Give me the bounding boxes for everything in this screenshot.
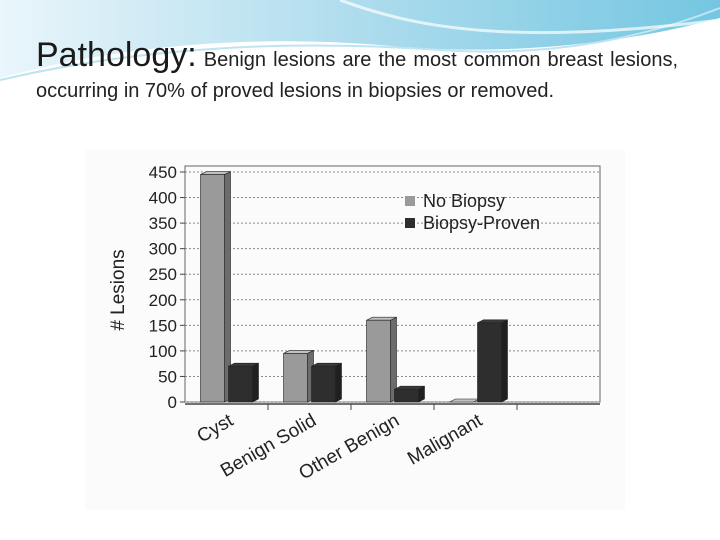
bar <box>200 174 225 403</box>
y-axis-label: # Lesions <box>108 249 129 330</box>
chart-background <box>85 150 625 510</box>
bar <box>283 353 308 403</box>
y-tick-label: 50 <box>158 367 177 386</box>
y-tick-label: 300 <box>149 240 177 259</box>
bar-top <box>366 316 397 321</box>
y-tick-label: 150 <box>149 316 177 335</box>
y-tick-label: 100 <box>149 342 177 361</box>
header-wave <box>0 0 720 78</box>
bar-side <box>252 362 259 403</box>
header-curve <box>0 7 720 81</box>
y-tick-label: 250 <box>149 265 177 284</box>
bar <box>366 319 391 403</box>
legend-swatch <box>405 218 415 228</box>
bar-top <box>228 362 259 367</box>
slide-text: Pathology: Benign lesions are the most c… <box>36 38 678 107</box>
header-curve <box>339 0 720 35</box>
bar <box>394 388 419 403</box>
bar-top <box>200 171 231 175</box>
bar-side <box>501 319 508 403</box>
bar-top <box>449 398 480 403</box>
bar-top <box>477 319 508 324</box>
slide-title: Pathology: <box>36 36 197 74</box>
bar-top <box>311 362 342 367</box>
slide-body: Benign lesions are the most common breas… <box>36 49 678 102</box>
bar <box>311 365 336 403</box>
legend-label: No Biopsy <box>423 191 505 211</box>
bar-top <box>283 350 314 354</box>
plot-frame <box>184 165 601 403</box>
y-tick-label: 0 <box>168 393 177 412</box>
legend-swatch <box>405 196 415 206</box>
bar <box>228 365 253 403</box>
y-tick-label: 350 <box>149 214 177 233</box>
bar <box>477 322 502 403</box>
legend-label: Biopsy-Proven <box>423 213 540 233</box>
y-tick-label: 200 <box>149 291 177 310</box>
bar-side <box>335 362 342 403</box>
bar-top <box>394 385 425 390</box>
y-tick-label: 450 <box>149 163 177 182</box>
y-tick-label: 400 <box>149 189 177 208</box>
